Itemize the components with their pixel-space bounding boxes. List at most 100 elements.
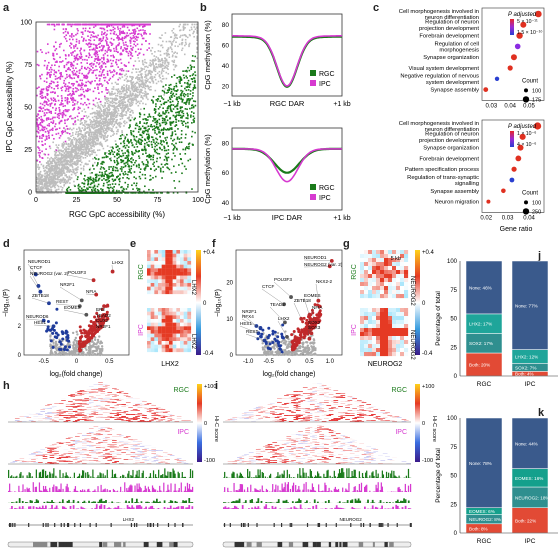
- point-ipc: [71, 70, 74, 73]
- point-grey: [164, 60, 166, 62]
- point-ipc: [64, 105, 66, 107]
- point-grey: [56, 168, 58, 170]
- point-grey: [70, 163, 73, 166]
- point-rgc: [124, 152, 126, 154]
- point-ipc: [99, 46, 101, 48]
- point-grey: [49, 169, 52, 172]
- point-ipc: [92, 90, 95, 93]
- point-ipc: [111, 23, 113, 26]
- point-grey: [123, 125, 125, 127]
- point-ipc: [76, 87, 78, 90]
- point-rgc: [95, 176, 98, 179]
- point-grey: [140, 94, 143, 97]
- point-grey: [103, 137, 105, 140]
- point-grey: [45, 182, 47, 184]
- point-grey: [82, 137, 85, 140]
- point-grey: [99, 131, 102, 134]
- point-ipc: [43, 112, 46, 114]
- point-grey: [133, 98, 136, 101]
- point-grey: [94, 130, 97, 133]
- point-grey: [99, 107, 101, 110]
- point-grey: [106, 100, 108, 103]
- point-grey: [171, 60, 174, 62]
- point-grey: [165, 53, 168, 55]
- point-ipc: [53, 73, 55, 76]
- point-grey: [139, 73, 142, 76]
- point-ipc: [49, 66, 52, 69]
- point-ipc: [120, 69, 123, 72]
- point-ipc: [48, 23, 51, 26]
- point-rgc: [161, 117, 164, 120]
- point-rgc: [163, 91, 166, 94]
- point-grey: [66, 181, 69, 184]
- point-grey: [123, 114, 125, 116]
- point-grey: [92, 127, 95, 130]
- point-grey: [144, 61, 146, 64]
- point-grey: [103, 113, 106, 116]
- point-grey: [160, 66, 162, 68]
- point-ipc: [36, 123, 38, 125]
- point-grey: [77, 159, 80, 162]
- point-ipc: [89, 45, 92, 48]
- point-grey: [105, 139, 108, 142]
- point-grey: [164, 88, 167, 90]
- point-ipc: [90, 43, 92, 46]
- point-ipc: [42, 134, 45, 136]
- point-ipc: [93, 26, 95, 29]
- point-grey: [49, 178, 52, 181]
- point-rgc: [130, 192, 132, 194]
- point-grey: [188, 33, 191, 36]
- point-grey: [154, 73, 157, 76]
- point-ipc: [131, 49, 134, 51]
- point-ipc: [50, 82, 52, 85]
- point-ipc: [100, 33, 103, 35]
- point-ipc: [140, 29, 142, 31]
- point-rgc: [169, 105, 172, 108]
- point-grey: [62, 178, 64, 181]
- point-grey: [141, 77, 144, 79]
- point-grey: [69, 159, 72, 161]
- point-grey: [54, 166, 56, 169]
- point-grey: [109, 104, 112, 107]
- point-ipc: [58, 122, 61, 125]
- point-rgc: [97, 179, 100, 182]
- point-rgc: [156, 119, 159, 122]
- point-ipc: [74, 120, 77, 122]
- point-grey: [102, 130, 105, 132]
- point-grey: [93, 137, 96, 140]
- point-rgc: [186, 99, 188, 102]
- point-grey: [125, 86, 128, 89]
- point-rgc: [165, 111, 167, 114]
- point-ipc: [101, 71, 104, 74]
- point-grey: [116, 114, 118, 117]
- point-grey: [64, 162, 67, 165]
- point-grey: [101, 127, 104, 129]
- point-grey: [153, 66, 155, 68]
- point-grey: [50, 192, 53, 194]
- point-ipc: [56, 128, 58, 130]
- point-grey: [72, 168, 74, 171]
- point-grey: [51, 179, 53, 181]
- point-grey: [125, 77, 128, 80]
- point-ipc: [120, 53, 123, 56]
- point-ipc: [101, 57, 103, 59]
- point-grey: [83, 151, 86, 153]
- point-grey: [158, 60, 160, 63]
- point-ipc: [133, 29, 135, 31]
- point-ipc: [50, 102, 53, 105]
- point-grey: [49, 192, 51, 194]
- point-grey: [70, 148, 73, 151]
- point-grey: [57, 147, 60, 149]
- point-grey: [65, 146, 68, 149]
- point-ipc: [79, 94, 82, 97]
- point-grey: [122, 87, 125, 90]
- point-ipc: [63, 82, 65, 84]
- point-ipc: [134, 45, 137, 47]
- point-ipc: [52, 120, 55, 122]
- point-rgc: [193, 85, 196, 88]
- point-grey: [73, 161, 76, 164]
- point-grey: [123, 88, 125, 91]
- point-grey: [121, 86, 123, 88]
- point-grey: [51, 185, 54, 188]
- point-rgc: [128, 164, 130, 167]
